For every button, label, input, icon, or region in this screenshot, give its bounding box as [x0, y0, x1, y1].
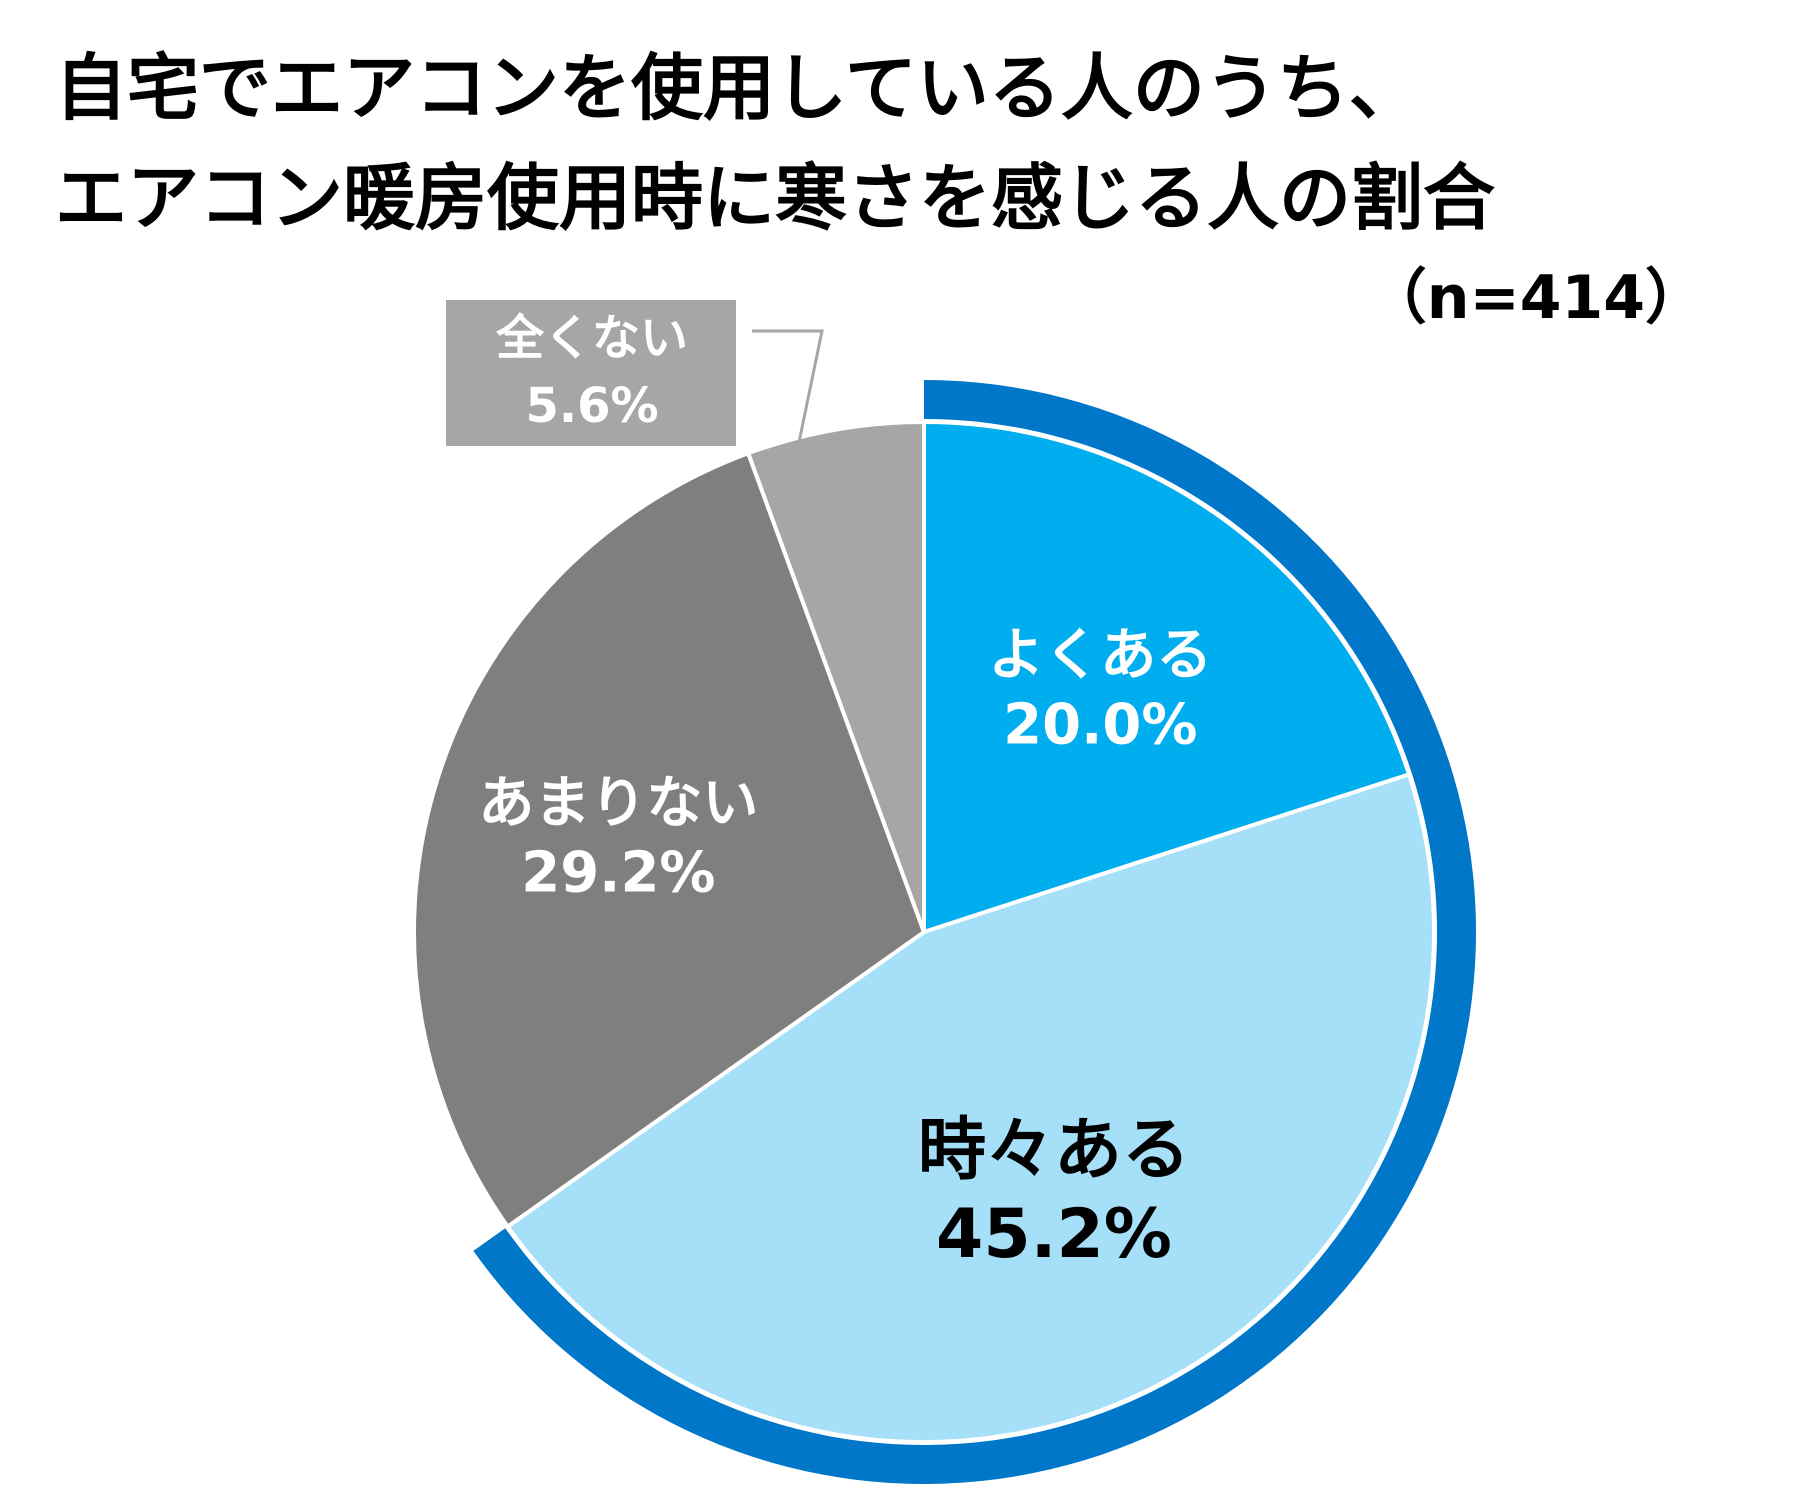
slice-label-sometimes: 時々ある: [918, 1111, 1190, 1190]
chart-title-line-1: 自宅でエアコンを使用している人のうち、: [55, 46, 1421, 130]
slice-label-never: 全くない: [495, 310, 688, 366]
pie-slice-sometimes: [505, 772, 1436, 1444]
slice-label-rarely: あまりない: [478, 771, 758, 836]
pie-slice-never: [746, 420, 926, 934]
pie-slice-often: [922, 420, 1412, 934]
callout-leader-line-never: [752, 329, 824, 445]
slice-value-sometimes: 45.2%: [936, 1195, 1172, 1274]
sample-size-label: （n=414）: [1366, 263, 1705, 333]
slice-value-rarely: 29.2%: [521, 840, 715, 905]
pie-slice-rarely: [412, 451, 926, 1229]
callout-box-never: [446, 300, 736, 446]
chart-title-line-2: エアコン暖房使用時に寒さを感じる人の割合: [55, 156, 1496, 240]
slice-value-never: 5.6%: [525, 378, 658, 434]
slice-value-often: 20.0%: [1003, 693, 1197, 758]
slice-label-often: よくある: [988, 623, 1212, 688]
